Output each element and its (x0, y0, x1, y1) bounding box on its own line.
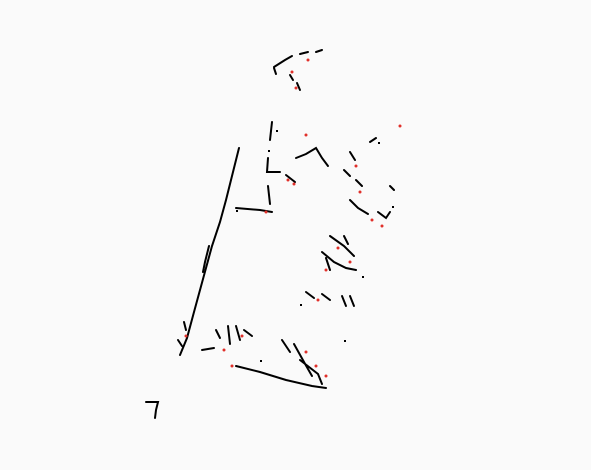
inner-wall-2 (285, 146, 329, 183)
scatter-point (260, 360, 262, 362)
scan-point (370, 218, 374, 222)
scatter-point (344, 340, 346, 342)
scatter-point (378, 142, 380, 144)
isolated-mark (145, 401, 160, 419)
right-wall-1 (343, 151, 391, 220)
scan-point (316, 298, 320, 302)
scan-point (304, 350, 308, 354)
scan-point (304, 133, 308, 137)
scan-point (314, 364, 318, 368)
middle-cluster (321, 235, 357, 271)
scan-point (398, 124, 402, 128)
scan-point (240, 334, 244, 338)
scatter-point (392, 206, 394, 208)
scan-point (324, 268, 328, 272)
bottom-cluster-right (281, 339, 323, 385)
middle-lower (305, 291, 355, 307)
scan-point (290, 70, 294, 74)
bottom-left-stubs (177, 321, 187, 347)
scan-point (184, 334, 188, 338)
scatter-point (236, 210, 238, 212)
scan-point (336, 246, 340, 250)
scan-point (292, 182, 296, 186)
scatter-point (268, 150, 270, 152)
scan-point (294, 86, 298, 90)
scan-point (324, 374, 328, 378)
scatter-points (236, 130, 394, 362)
scatter-point (300, 304, 302, 306)
scan-point (358, 190, 362, 194)
bottom-cluster-left (201, 325, 253, 351)
scan-point (222, 348, 226, 352)
scan-point (348, 260, 352, 264)
inner-wall-1 (235, 121, 281, 213)
left-wall (179, 147, 240, 356)
scan-point (306, 58, 310, 62)
scan-point (286, 178, 290, 182)
scan-point (230, 364, 234, 368)
right-wall-2 (369, 137, 395, 191)
scan-point (380, 224, 384, 228)
scan-point (264, 210, 268, 214)
scatter-point (276, 130, 278, 132)
occupied-cells (145, 49, 395, 419)
scan-points (184, 58, 402, 378)
bottom-wall (235, 365, 327, 389)
left-wall-offset (202, 245, 210, 273)
top-cluster (273, 49, 323, 91)
scan-point (354, 164, 358, 168)
scatter-point (362, 276, 364, 278)
